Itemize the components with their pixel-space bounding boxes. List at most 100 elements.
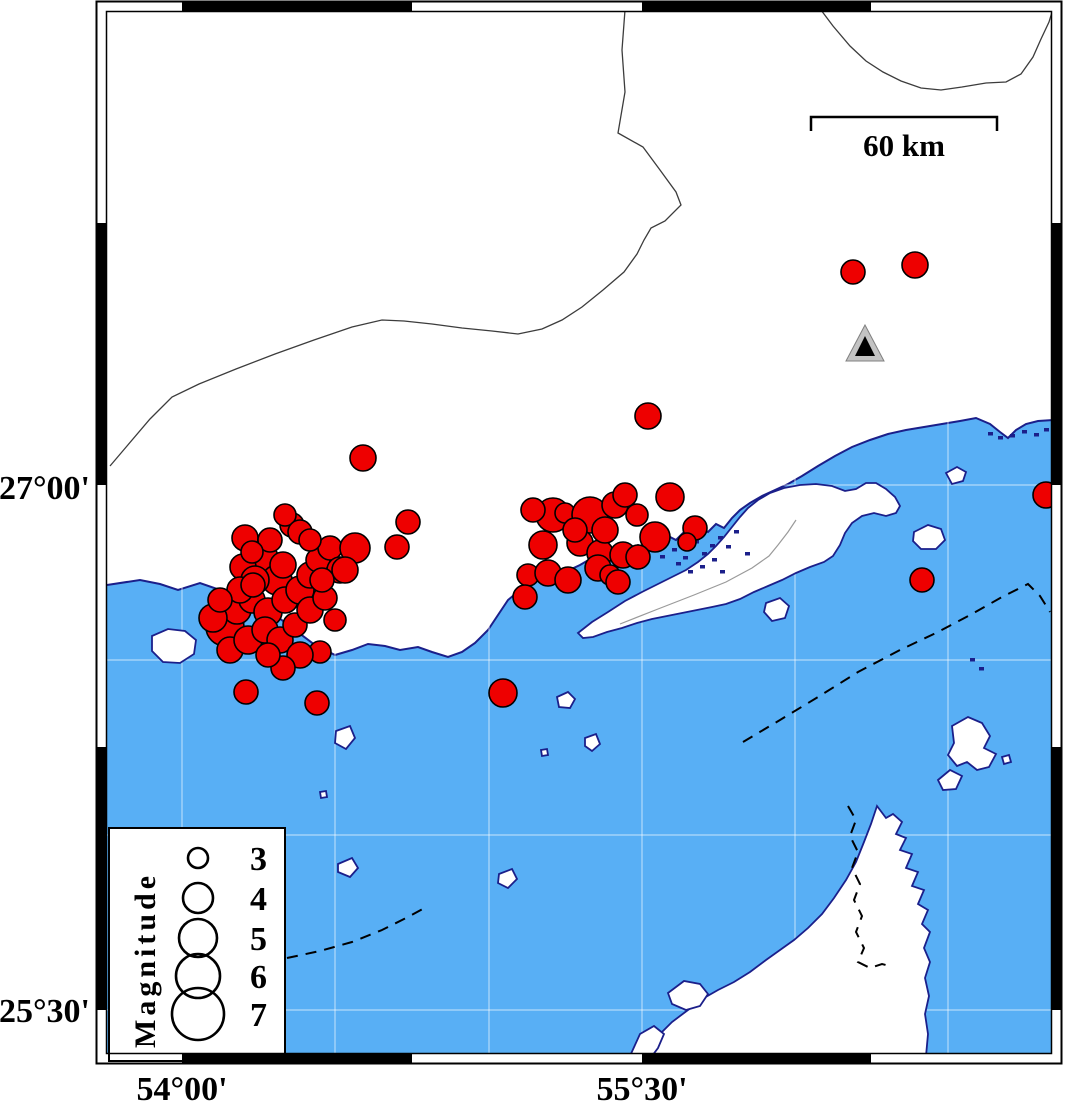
earthquake-epicenter xyxy=(1032,481,1052,509)
legend-magnitude-value: 3 xyxy=(250,841,267,878)
frame-outer-line xyxy=(95,0,1063,1065)
earthquake-epicenter xyxy=(840,259,866,285)
earthquake-epicenter xyxy=(612,482,638,508)
earthquake-epicenter xyxy=(240,572,266,598)
island xyxy=(318,789,329,800)
island xyxy=(946,715,998,771)
scale-bar: 60 km xyxy=(809,115,999,163)
tidal-speck xyxy=(1010,434,1015,438)
frame-segment-top xyxy=(642,1,871,12)
earthquake-epicenter xyxy=(298,528,322,552)
earthquake-epicenter xyxy=(257,527,283,553)
island xyxy=(912,524,947,550)
earthquake-epicenter xyxy=(901,251,929,279)
persian-gulf-sea xyxy=(107,418,1052,1054)
tidal-speck xyxy=(1034,433,1039,437)
station-marker xyxy=(845,323,885,362)
map-frame xyxy=(95,0,1063,1065)
scale-bar-bracket xyxy=(809,115,999,131)
frame-segment-bottom xyxy=(642,1053,871,1064)
tidal-speck xyxy=(700,565,705,569)
tidal-speck xyxy=(676,562,681,566)
island xyxy=(944,465,968,486)
earthquake-epicenter xyxy=(273,503,297,527)
county-boundary-line xyxy=(619,519,797,625)
tidal-speck xyxy=(660,555,665,559)
tidal-speck xyxy=(726,545,731,549)
island xyxy=(337,856,360,879)
earthquake-epicenter xyxy=(520,497,546,523)
axis-label-lon-5530: 55°30' xyxy=(596,1071,687,1108)
earthquake-layer xyxy=(198,251,1052,716)
earthquake-epicenter xyxy=(207,587,233,613)
island xyxy=(644,804,932,1054)
legend-magnitude-value: 5 xyxy=(250,921,267,958)
island xyxy=(576,482,902,639)
scale-bar-label: 60 km xyxy=(863,128,945,163)
legend-magnitude-circle xyxy=(186,846,210,870)
legend-magnitude-value: 4 xyxy=(250,881,267,918)
earthquake-epicenter xyxy=(488,678,518,708)
earthquake-epicenter xyxy=(655,482,685,512)
earthquake-epicenter xyxy=(639,521,671,553)
island xyxy=(539,747,550,758)
earthquake-epicenter xyxy=(309,567,335,593)
station-triangle-inner-icon xyxy=(855,336,875,356)
land-layer xyxy=(151,465,1013,1054)
province-boundary-line xyxy=(109,11,682,467)
tidal-speck xyxy=(718,536,723,540)
earthquake-epicenter xyxy=(349,444,377,472)
earthquake-epicenter xyxy=(625,503,649,527)
province-boundary-line xyxy=(821,11,1052,91)
frame-segment-left xyxy=(96,223,107,485)
island xyxy=(334,724,357,751)
earthquake-epicenter xyxy=(528,530,558,560)
earthquake-epicenter xyxy=(384,534,410,560)
boundary-layer xyxy=(109,11,1052,467)
maritime-boundary-layer xyxy=(286,582,1051,970)
island xyxy=(584,732,602,753)
legend-magnitude-value: 6 xyxy=(250,959,267,996)
frame-black-segments xyxy=(96,1,1062,1064)
axis-labels: 27°00' 25°30' 54°00' 55°30' xyxy=(0,470,688,1108)
earthquake-epicenter xyxy=(323,608,347,632)
island xyxy=(763,596,791,622)
tidal-speck xyxy=(745,552,750,556)
earthquake-epicenter xyxy=(233,679,259,705)
legend-magnitude-circle xyxy=(177,917,219,959)
tidal-speck xyxy=(970,658,975,662)
earthquake-epicenter xyxy=(605,569,631,595)
legend-magnitude-circle xyxy=(181,881,215,915)
tidal-speck xyxy=(683,556,688,560)
frame-segment-bottom xyxy=(182,1053,412,1064)
frame-segment-left xyxy=(96,747,107,1010)
dashed-boundary-line xyxy=(742,582,1051,743)
earthquake-epicenter xyxy=(240,540,264,564)
tidal-speck xyxy=(1044,428,1049,432)
axis-label-lon-5400: 54°00' xyxy=(136,1071,227,1108)
tidal-speck xyxy=(702,552,707,556)
tidal-speck xyxy=(988,432,993,436)
earthquake-epicenter xyxy=(395,509,421,535)
earthquake-epicenter xyxy=(512,584,538,610)
tidal-speck xyxy=(712,558,717,562)
earthquake-epicenter xyxy=(554,566,582,594)
tidal-speck xyxy=(710,544,715,548)
tidal-speck xyxy=(688,570,693,574)
frame-inner-line xyxy=(105,10,1053,1055)
earthquake-epicenter xyxy=(634,402,662,430)
island xyxy=(1000,753,1013,766)
island xyxy=(666,980,710,1011)
legend-title: Magnitude xyxy=(129,872,162,1048)
tidal-speck xyxy=(720,570,725,574)
earthquake-epicenter xyxy=(625,544,651,570)
earthquake-epicenter xyxy=(331,556,359,584)
tidal-speck xyxy=(672,548,677,552)
axis-label-lat-2530: 25°30' xyxy=(0,993,90,1030)
earthquake-epicenter xyxy=(304,690,330,716)
earthquake-epicenter xyxy=(269,551,297,579)
earthquake-epicenter xyxy=(591,516,619,544)
